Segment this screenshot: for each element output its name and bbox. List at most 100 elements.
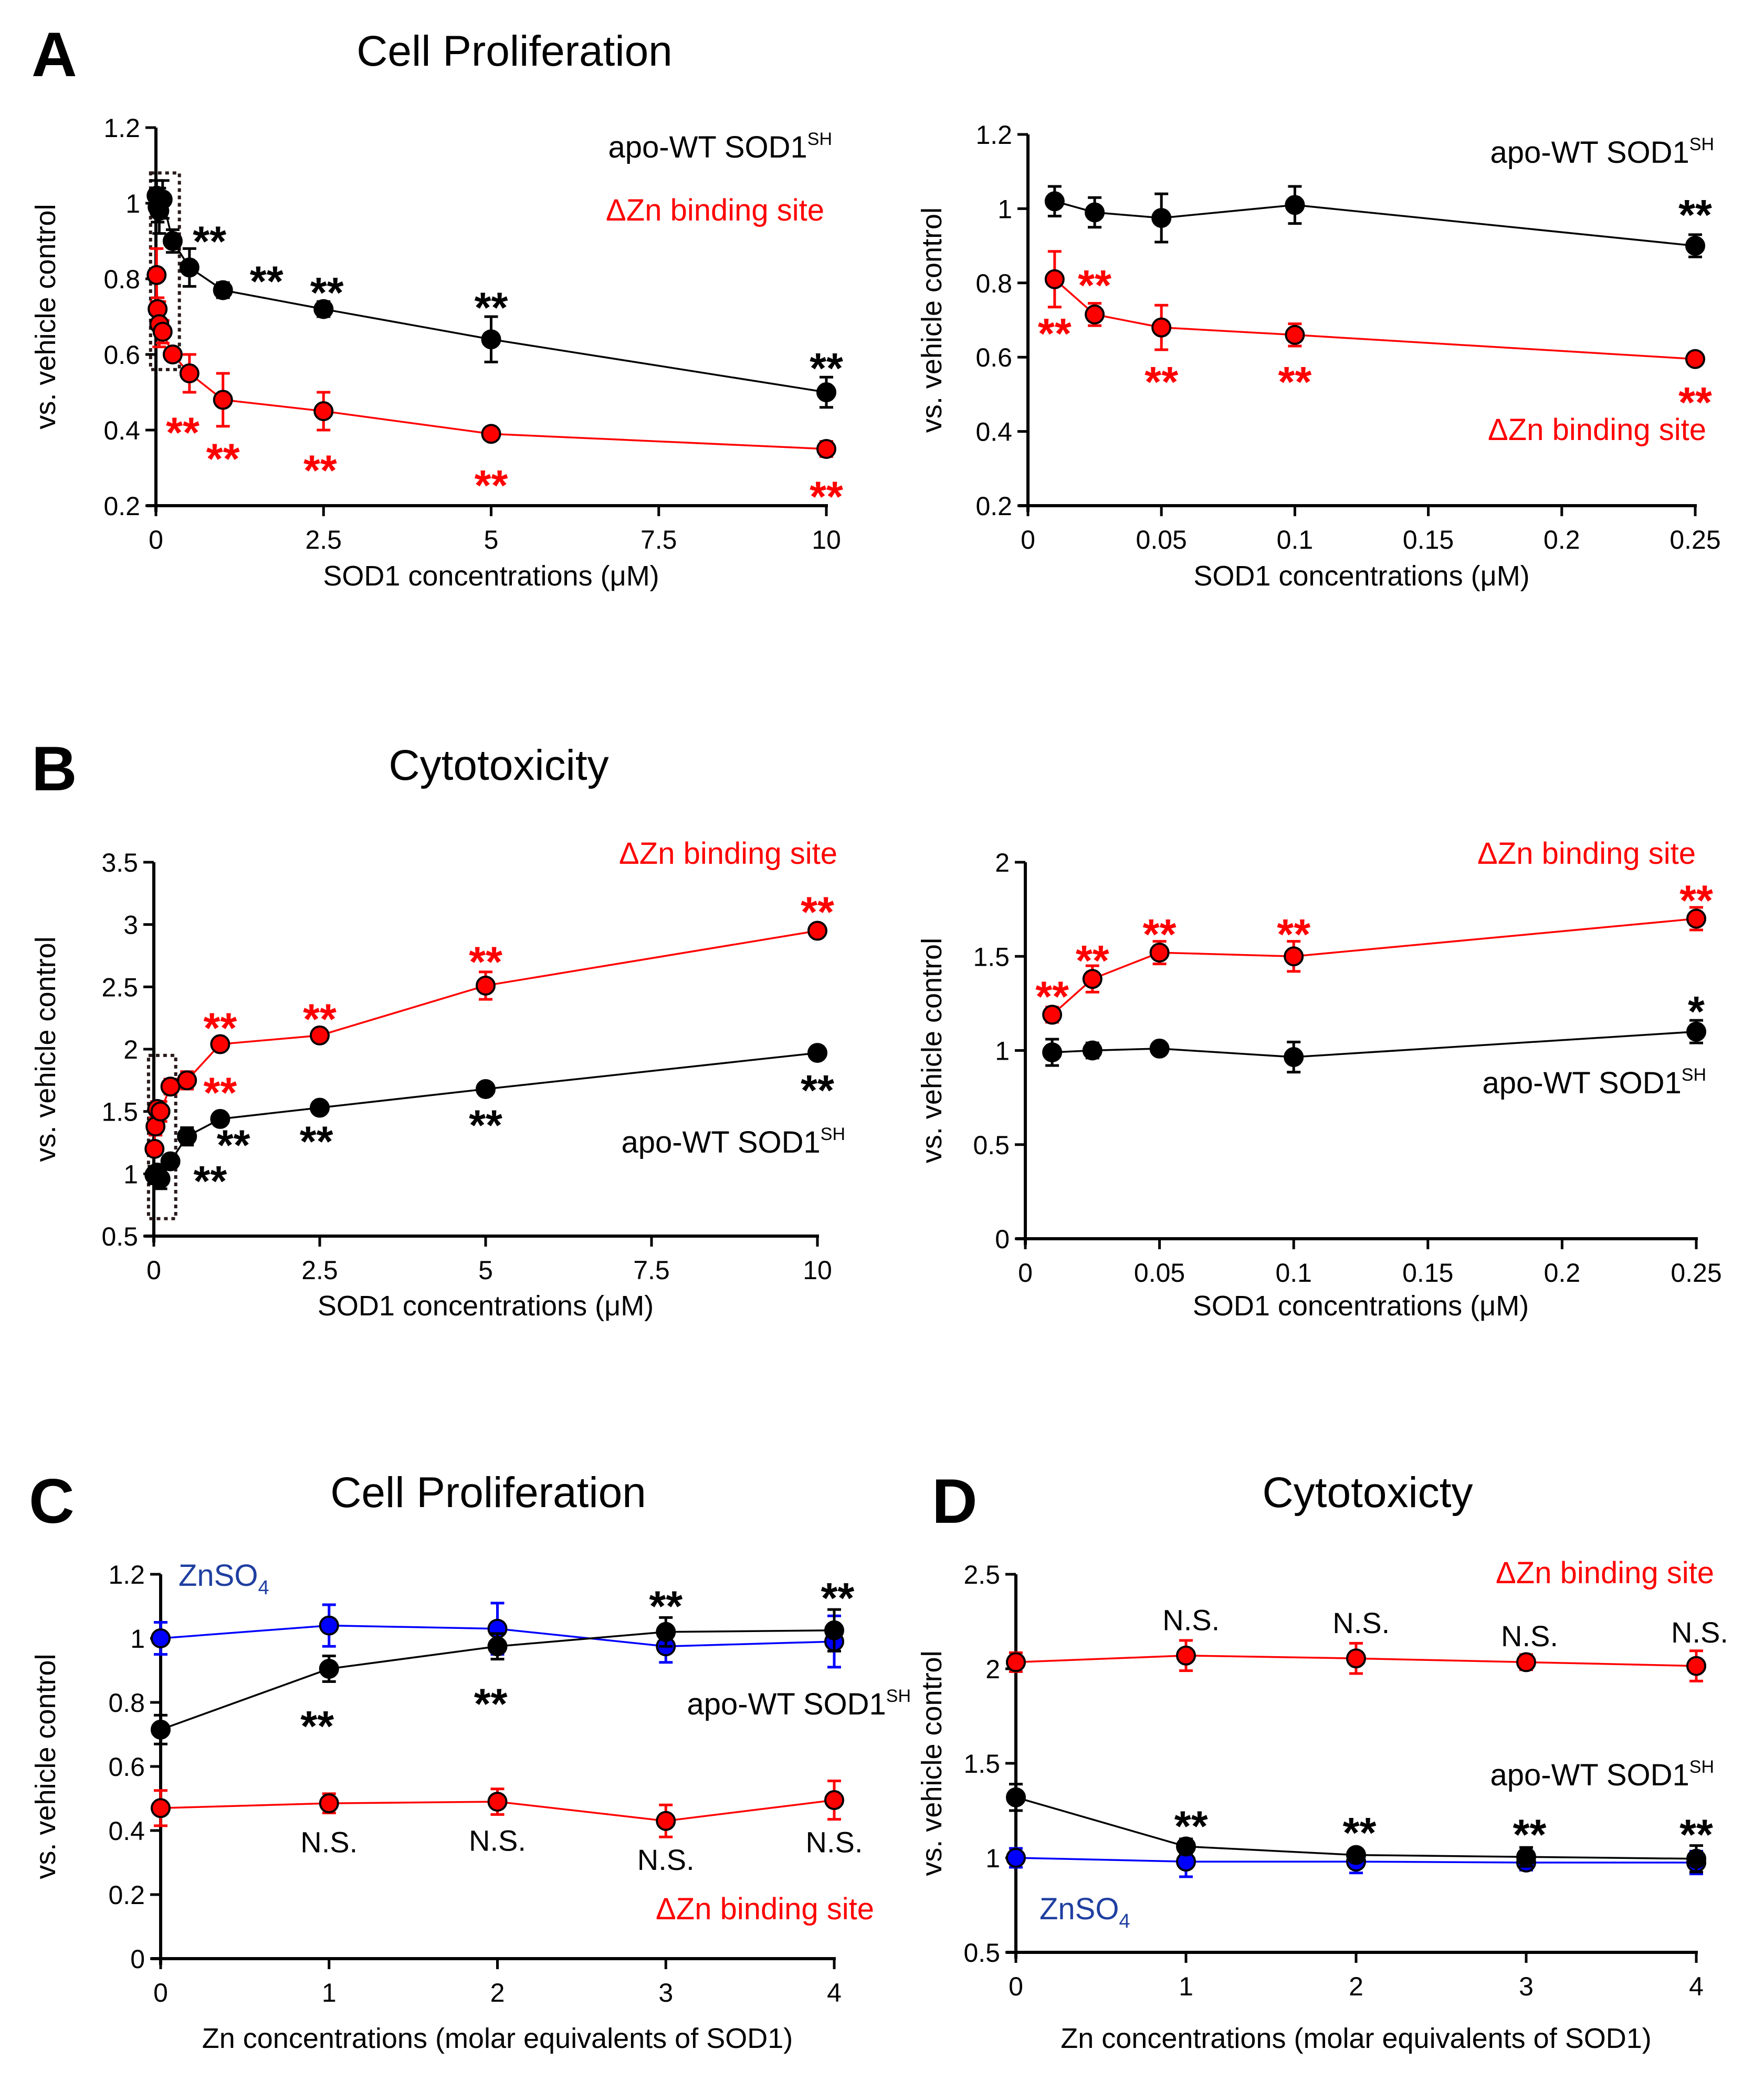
legend-label-apo-wt-sod1sh: apo-WT SOD1SH — [1490, 134, 1715, 170]
data-point — [1176, 1645, 1196, 1666]
panel-letter-b: B — [32, 734, 77, 804]
legend-subscript: 4 — [1119, 1910, 1130, 1932]
ns-annotation: N.S. — [1671, 1616, 1728, 1649]
legend-text: ΔZn binding site — [619, 836, 837, 871]
x-tick-label: 5 — [478, 1256, 493, 1285]
x-tick-label: 0.25 — [1670, 525, 1720, 555]
significance-annotation: ** — [810, 473, 843, 521]
x-axis-label: Zn concentrations (molar equivalents of … — [1060, 2023, 1652, 2054]
panel-title-b: Cytotoxicity — [388, 741, 608, 789]
ns-annotation: N.S. — [637, 1843, 695, 1876]
legend-superscript: SH — [807, 129, 832, 149]
legend-label-apo-wt-sod1sh: apo-WT SOD1SH — [622, 1124, 846, 1159]
x-tick-label: 0.05 — [1136, 525, 1187, 555]
y-tick-label: 0 — [130, 1944, 145, 1974]
y-tick-label: 1 — [130, 1624, 145, 1654]
data-point — [1006, 1787, 1026, 1807]
significance-annotation: ** — [303, 447, 337, 495]
data-point — [151, 1798, 171, 1818]
legend-superscript: SH — [886, 1686, 911, 1706]
data-point — [144, 1138, 165, 1159]
x-tick-label: 0 — [1009, 1972, 1023, 2001]
y-axis-label: vs. vehicle control — [30, 1654, 61, 1879]
legend-text: apo-WT SOD1 — [608, 130, 807, 164]
legend-text: apo-WT SOD1 — [1483, 1066, 1682, 1100]
data-point — [319, 1615, 339, 1636]
y-tick-label: 1 — [998, 194, 1012, 224]
significance-annotation: ** — [469, 1102, 502, 1149]
y-tick-label: 0.4 — [103, 416, 140, 445]
y-tick-label: 1.5 — [963, 1749, 1000, 1779]
panel-letter-c: C — [29, 1466, 75, 1536]
data-point — [476, 975, 496, 996]
x-tick-label: 4 — [1689, 1972, 1704, 2001]
x-tick-label: 0.15 — [1402, 1258, 1453, 1288]
data-point — [1151, 208, 1172, 228]
data-point — [1686, 1656, 1706, 1676]
series-apo-wt-sod1sh: ** ** ** ** — [151, 1575, 854, 1751]
ns-annotation: N.S. — [300, 1825, 358, 1858]
data-point — [1151, 317, 1172, 338]
legend-label-znso4: ZnSO4 — [1040, 1892, 1130, 1932]
x-tick-label: 1 — [1179, 1972, 1193, 2001]
significance-annotation: ** — [810, 344, 843, 392]
legend-label-znso4: ZnSO4 — [178, 1559, 269, 1599]
data-point — [487, 1636, 508, 1657]
significance-annotation: ** — [649, 1583, 682, 1630]
significance-annotation: ** — [203, 1005, 237, 1052]
data-point — [213, 280, 233, 300]
data-point — [151, 1628, 171, 1648]
significance-annotation: ** — [1144, 359, 1178, 406]
data-point — [807, 1043, 827, 1063]
data-point — [319, 1793, 339, 1814]
data-point — [1042, 1042, 1063, 1063]
data-point — [151, 1719, 171, 1740]
significance-annotation: ** — [300, 1118, 333, 1166]
data-point — [1082, 1040, 1102, 1061]
significance-annotation: ** — [1035, 973, 1069, 1021]
data-point — [1285, 195, 1305, 215]
data-point — [1042, 1005, 1063, 1025]
significance-annotation: ** — [1038, 310, 1072, 358]
ns-annotation: N.S. — [806, 1825, 863, 1858]
x-tick-label: 4 — [827, 1978, 842, 2007]
significance-annotation: ** — [206, 435, 240, 483]
significance-annotation: ** — [474, 1680, 508, 1728]
y-tick-label: 3.5 — [101, 848, 138, 877]
data-point — [1686, 908, 1706, 929]
data-point — [160, 1076, 181, 1097]
data-point — [1686, 1848, 1706, 1869]
x-tick-label: 2 — [490, 1978, 505, 2007]
significance-annotation: ** — [801, 888, 834, 936]
zoom-region-box — [149, 171, 181, 371]
y-tick-label: 2.5 — [101, 972, 138, 1002]
data-point — [160, 1151, 181, 1172]
x-tick-label: 10 — [803, 1256, 832, 1285]
x-tick-label: 0 — [1021, 525, 1035, 555]
x-tick-label: 5 — [484, 525, 499, 555]
y-tick-label: 0.8 — [975, 269, 1012, 298]
data-point — [476, 1079, 496, 1099]
data-point — [1085, 202, 1105, 223]
y-tick-label: 2.5 — [963, 1560, 1000, 1589]
y-axis-label: vs. vehicle control — [916, 938, 948, 1163]
data-point — [146, 265, 167, 285]
significance-annotation: ** — [166, 409, 200, 457]
data-point — [1685, 349, 1705, 369]
data-point — [213, 390, 233, 410]
significance-annotation: ** — [1513, 1811, 1547, 1859]
x-tick-label: 7.5 — [633, 1256, 670, 1285]
y-tick-label: 1 — [985, 1844, 1000, 1873]
y-axis-label: vs. vehicle control — [916, 207, 948, 433]
legend-label-apo-wt-sod1sh: apo-WT SOD1SH — [687, 1686, 911, 1721]
data-point — [481, 329, 501, 350]
legend-label-apo-wt-sod1sh: apo-WT SOD1SH — [1483, 1065, 1707, 1100]
panel-title-a: Cell Proliferation — [356, 27, 673, 75]
data-point — [162, 231, 183, 251]
x-tick-label: 0 — [153, 1978, 168, 2007]
y-tick-label: 0.6 — [975, 343, 1012, 372]
x-tick-label: 0 — [149, 525, 163, 555]
series-apo-wt-sod1sh: * — [1042, 988, 1706, 1074]
data-point — [1516, 1847, 1536, 1867]
significance-annotation: ** — [1278, 359, 1311, 406]
